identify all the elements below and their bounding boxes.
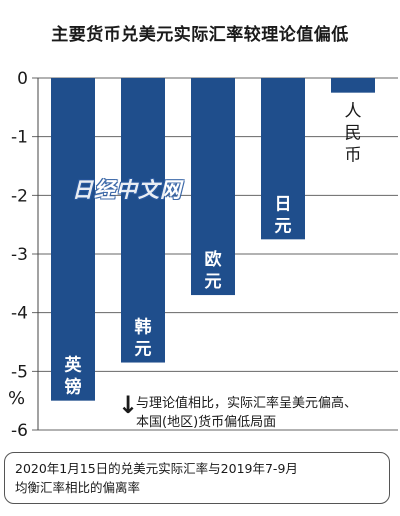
bar-5: [331, 78, 375, 93]
bar-label-char: 民: [345, 124, 362, 144]
y-tick-label: 0: [17, 69, 28, 89]
y-tick-label: -6: [11, 421, 28, 441]
watermark-logo: 日经中文网: [72, 178, 182, 202]
bar-label-char: 日: [275, 194, 292, 214]
bar-label-char: 英: [65, 355, 83, 376]
note-line-2: 本国(地区)货币偏低局面: [136, 415, 277, 430]
bar-label-char: 元: [205, 272, 222, 292]
y-tick-label: -4: [11, 304, 28, 324]
chart-title: 主要货币兑美元实际汇率较理论值偏低: [51, 25, 349, 45]
bars: [51, 78, 375, 401]
footnote-line-1: 2020年1月15日的兑美元实际汇率与2019年7-9月: [15, 461, 298, 476]
y-tick-label: -2: [11, 186, 28, 206]
bar-label-char: 币: [345, 146, 362, 166]
y-tick-label: -5: [11, 362, 28, 382]
y-axis-unit: %: [8, 388, 26, 409]
bar-label-char: 欧: [205, 249, 222, 270]
down-arrow-icon: ↓: [118, 391, 139, 419]
annotation-note: 与理论值相比，实际汇率呈美元偏高、 本国(地区)货币偏低局面: [136, 394, 398, 432]
y-tick-label: -1: [11, 128, 28, 148]
bar-3: [191, 78, 235, 296]
footnote-box: 2020年1月15日的兑美元实际汇率与2019年7-9月 均衡汇率相比的偏离率: [4, 452, 390, 504]
bar-label-char: 镑: [65, 377, 82, 398]
bar-1: [51, 78, 95, 401]
bar-label-char: 元: [275, 216, 292, 236]
bar-label-char: 元: [135, 340, 152, 360]
bar-label-char: 人: [345, 102, 362, 122]
footnote-line-2: 均衡汇率相比的偏离率: [15, 480, 141, 495]
y-tick-label: -3: [11, 245, 28, 265]
bar-4: [261, 78, 305, 240]
note-line-1: 与理论值相比，实际汇率呈美元偏高、: [136, 396, 358, 411]
y-axis: 0 -1 -2 -3 -4 -5 -6: [11, 69, 39, 441]
bar-2: [121, 78, 165, 363]
bar-label-char: 韩: [135, 317, 152, 338]
